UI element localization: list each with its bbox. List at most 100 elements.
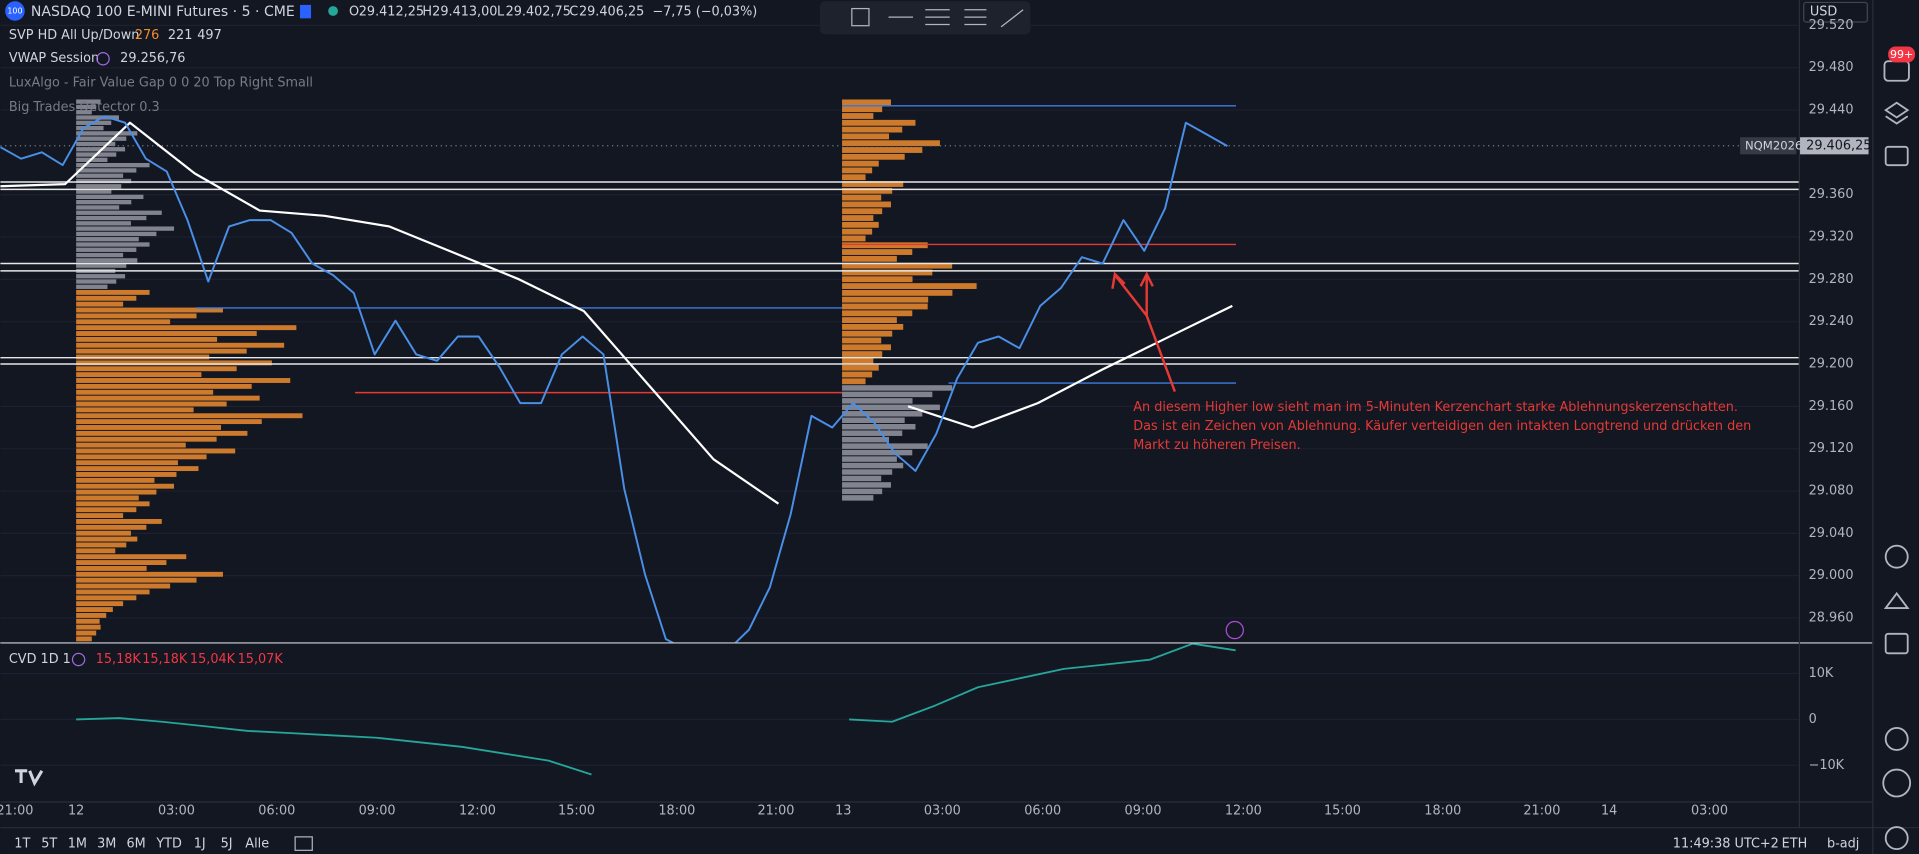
- range-button[interactable]: YTD: [155, 837, 182, 852]
- last-price-tag: [1740, 137, 1797, 155]
- volume-profile-bar: [76, 336, 218, 342]
- time-label: 09:00: [359, 804, 396, 819]
- cvd-icon: [71, 652, 86, 667]
- range-button[interactable]: 5J: [221, 837, 233, 852]
- volume-profile-bar: [842, 317, 897, 323]
- volume-profile-bar: [76, 215, 147, 221]
- range-button[interactable]: 1M: [68, 837, 87, 852]
- volume-profile-bar: [76, 618, 100, 624]
- indicator-name[interactable]: Big Trades Detector 0.3: [9, 100, 160, 115]
- ohlc-label: C: [569, 5, 578, 20]
- ohlc-value: 29.413,00: [432, 5, 497, 20]
- cvd-tick-label: 0: [1809, 712, 1817, 727]
- vwap-line: [0, 121, 1233, 505]
- volume-profile-bar: [76, 448, 236, 454]
- y-tick-label: 29.320: [1809, 230, 1854, 245]
- time-label: 12:00: [1225, 804, 1262, 819]
- volume-profile-bar: [76, 389, 214, 395]
- y-tick-label: 29.080: [1809, 484, 1854, 499]
- adjust[interactable]: b-adj: [1827, 837, 1859, 852]
- currency-box[interactable]: [1803, 1, 1868, 23]
- range-button[interactable]: 1T: [14, 837, 30, 852]
- ohlc-label: H: [422, 5, 432, 20]
- volume-profile-bar: [842, 242, 928, 249]
- calendar-icon[interactable]: [294, 836, 313, 851]
- volume-profile-bar: [76, 378, 291, 383]
- cvd-pane: [0, 643, 1799, 776]
- tv-logo[interactable]: [14, 769, 44, 787]
- volume-profile-bar: [76, 205, 120, 210]
- volume-profile-bar: [842, 167, 873, 174]
- volume-profile-bar: [842, 269, 933, 276]
- volume-profile-bar: [76, 200, 132, 205]
- volume-profile-bar: [76, 630, 97, 636]
- range-button[interactable]: 1J: [194, 837, 206, 852]
- y-tick-label: 28.960: [1809, 610, 1854, 625]
- volume-profile-bar: [76, 407, 194, 413]
- annotation-text: An diesem Higher low sieht man im 5-Minu…: [1133, 400, 1738, 415]
- sidebar-icon[interactable]: [1883, 591, 1910, 609]
- volume-profile-bar: [842, 106, 883, 113]
- volume-profile-bar: [76, 162, 150, 168]
- event-icon[interactable]: [1225, 620, 1244, 640]
- tool-icons[interactable]: [888, 9, 1024, 28]
- range-button[interactable]: 5T: [41, 837, 57, 852]
- price-pane: [0, 24, 1799, 643]
- indicator-name[interactable]: SVP HD All Up/Down: [9, 28, 140, 43]
- volume-profile-bar: [842, 357, 874, 364]
- volume-profile-bar: [842, 423, 916, 430]
- volume-profile-bar: [842, 495, 874, 501]
- sidebar-icon[interactable]: [1884, 727, 1909, 751]
- cvd-line: [76, 643, 1236, 776]
- volume-profile-bar: [76, 348, 247, 354]
- volume-profile-bar: [76, 194, 144, 200]
- volume-profile-bar: [76, 501, 150, 507]
- volume-profile-bar: [76, 419, 262, 425]
- sidebar-icon[interactable]: [1884, 826, 1909, 851]
- range-button[interactable]: Alle: [245, 837, 269, 852]
- session[interactable]: ETH: [1782, 837, 1808, 852]
- y-tick-label: 29.160: [1809, 399, 1854, 414]
- range-button[interactable]: 3M: [97, 837, 116, 852]
- volume-profile-bar: [842, 221, 879, 228]
- clock: 11:49:38 UTC+2: [1673, 837, 1779, 852]
- time-label: 14: [1601, 804, 1617, 819]
- y-tick-label: 29.000: [1809, 568, 1854, 583]
- symbol[interactable]: NASDAQ 100 E-MINI Futures · 5 · CME: [31, 4, 295, 20]
- volume-profile-bar: [76, 274, 126, 279]
- volume-profile-bar: [842, 174, 866, 181]
- volume-profile-bar: [76, 483, 175, 489]
- sidebar-icon[interactable]: [1884, 632, 1909, 655]
- sidebar-icon[interactable]: [1884, 145, 1909, 167]
- volume-profile-bar: [76, 168, 137, 173]
- volume-profile-bar: [76, 141, 116, 147]
- cvd-value: 15,18K: [96, 652, 142, 667]
- indicator-name[interactable]: LuxAlgo - Fair Value Gap 0 0 20 Top Righ…: [9, 76, 313, 91]
- volume-profile-bar: [76, 460, 178, 466]
- ohlc-label: O: [349, 5, 359, 20]
- sidebar-icon[interactable]: [1884, 101, 1910, 125]
- volume-profile-bar: [842, 249, 913, 255]
- volume-profile-bar: [76, 519, 162, 524]
- tool-rect[interactable]: [851, 7, 870, 27]
- volume-profile-bar: [76, 489, 157, 495]
- volume-profile-bar: [842, 215, 874, 221]
- indicator-name[interactable]: VWAP Session: [9, 51, 99, 66]
- volume-profile-bar: [76, 607, 113, 612]
- volume-profile-bar: [842, 283, 977, 289]
- volume-profile-bar: [76, 413, 303, 419]
- volume-profile-bar: [76, 263, 127, 268]
- volume-profile-bar: [76, 636, 92, 642]
- sidebar-icon[interactable]: [1884, 544, 1909, 569]
- y-tick-label: 29.200: [1809, 357, 1854, 372]
- volume-profile-bar: [76, 178, 132, 184]
- sidebar-icon[interactable]: [1882, 768, 1912, 798]
- volume-profile-bar: [76, 131, 138, 136]
- range-button[interactable]: 6M: [126, 837, 145, 852]
- volume-profile-bar: [76, 104, 97, 110]
- volume-profile-bar: [76, 295, 137, 301]
- volume-profile-bar: [76, 115, 119, 120]
- currency[interactable]: USD: [1810, 5, 1838, 20]
- volume-profile-bar: [76, 258, 138, 263]
- badge: [1888, 46, 1916, 63]
